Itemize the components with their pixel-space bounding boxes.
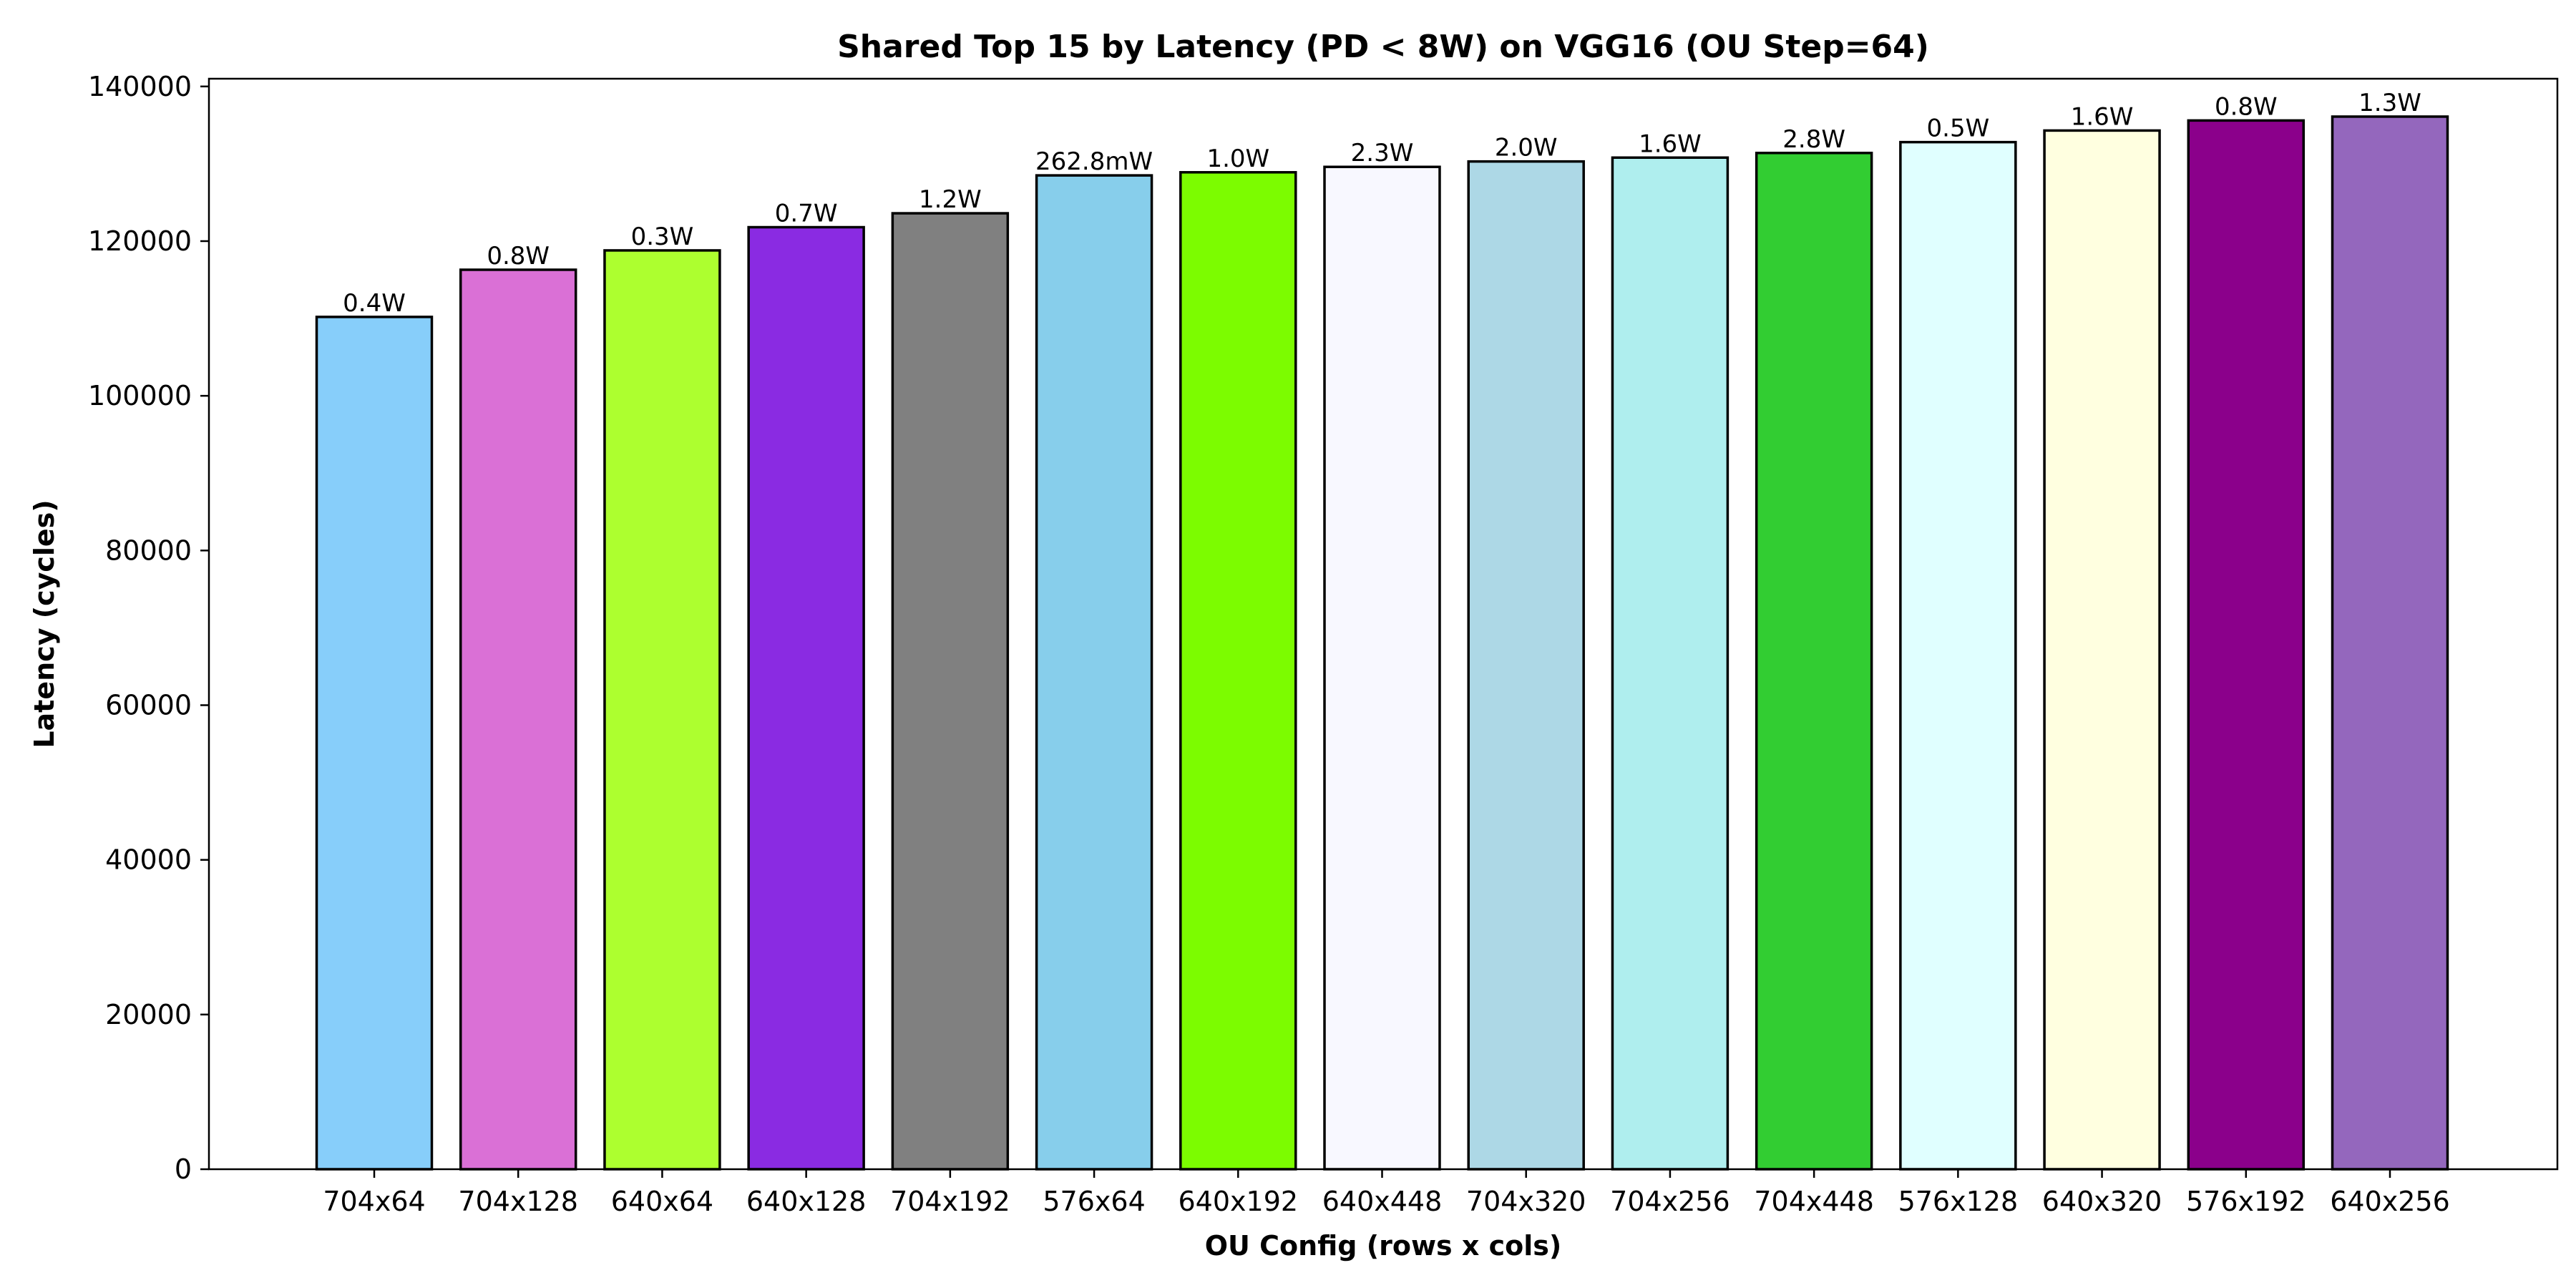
bar-704x64 [315,316,434,1171]
bar-576x192 [2187,119,2306,1171]
y-tick-label: 120000 [88,225,192,257]
x-tick-label: 640x64 [611,1186,713,1217]
bar-704x256 [1611,156,1729,1171]
bar-value-label: 0.8W [2215,92,2278,121]
x-tick-label: 576x192 [2186,1186,2306,1217]
x-tick-label: 704x448 [1754,1186,1874,1217]
x-tick-label: 704x192 [890,1186,1010,1217]
bar-labels-group: 0.4W 0.8W 0.3W 0.7W 1.2W 262.8mW 1.0W 2.3W 2.0W 1… [343,89,2421,318]
bar-value-label: 0.7W [775,200,838,228]
bar-value-label: 1.6W [2071,102,2134,131]
x-tick-label: 640x128 [746,1186,867,1217]
chart-title: Shared Top 15 by Latency (PD < 8W) on VG… [837,29,1929,65]
x-tick-label: 576x128 [1898,1186,2019,1217]
x-axis-label: OU Config (rows x cols) [1205,1230,1562,1262]
plot-frame [208,77,2559,1171]
y-axis-label: Latency (cycles) [29,499,60,748]
y-tick-label: 20000 [105,999,192,1030]
bar-576x64 [1035,174,1153,1171]
bar-704x192 [891,212,1010,1171]
x-tick-label: 704x128 [458,1186,578,1217]
y-tick-label: 60000 [105,689,192,721]
x-axis: 704x64 704x128 640x64 640x128 704x192 576x64 6… [323,1169,2450,1217]
bar-value-label: 1.0W [1206,145,1269,173]
bar-value-label: 0.5W [1927,114,1990,143]
y-tick-label: 0 [175,1153,192,1185]
bar-value-label: 0.4W [343,289,406,318]
x-tick-label: 704x64 [323,1186,425,1217]
bar-640x128 [747,225,865,1171]
x-tick-label: 640x192 [1179,1186,1299,1217]
x-tick-label: 576x64 [1043,1186,1145,1217]
x-tick-label: 640x320 [2042,1186,2162,1217]
bars-group [315,115,2449,1171]
bar-704x128 [459,268,577,1171]
y-tick-label: 140000 [88,71,192,102]
x-tick-label: 640x256 [2330,1186,2450,1217]
bar-value-label: 2.8W [1782,125,1845,154]
x-tick-label: 640x448 [1322,1186,1443,1217]
bar-640x320 [2043,129,2161,1171]
bar-value-label: 0.3W [631,223,694,251]
bar-value-label: 1.3W [2358,89,2421,117]
bar-value-label: 0.8W [487,242,550,270]
bar-640x256 [2331,115,2449,1171]
y-tick-label: 80000 [105,535,192,566]
y-tick-label: 40000 [105,844,192,876]
bar-value-label: 2.3W [1351,139,1414,167]
y-axis: 0 20000 40000 60000 80000 100000 120000 140000 [88,71,209,1185]
y-tick-label: 100000 [88,380,192,411]
bar-value-label: 262.8mW [1035,147,1153,176]
bar-640x192 [1179,171,1297,1171]
bar-value-label: 2.0W [1495,134,1558,162]
x-tick-label: 704x320 [1466,1186,1586,1217]
bar-704x320 [1467,160,1585,1171]
bar-640x64 [603,249,721,1171]
bar-640x448 [1323,165,1441,1171]
bar-value-label: 1.2W [919,185,982,214]
x-tick-label: 704x256 [1610,1186,1730,1217]
bar-value-label: 1.6W [1639,130,1702,158]
bar-576x128 [1899,140,2017,1171]
bar-704x448 [1755,152,1873,1171]
